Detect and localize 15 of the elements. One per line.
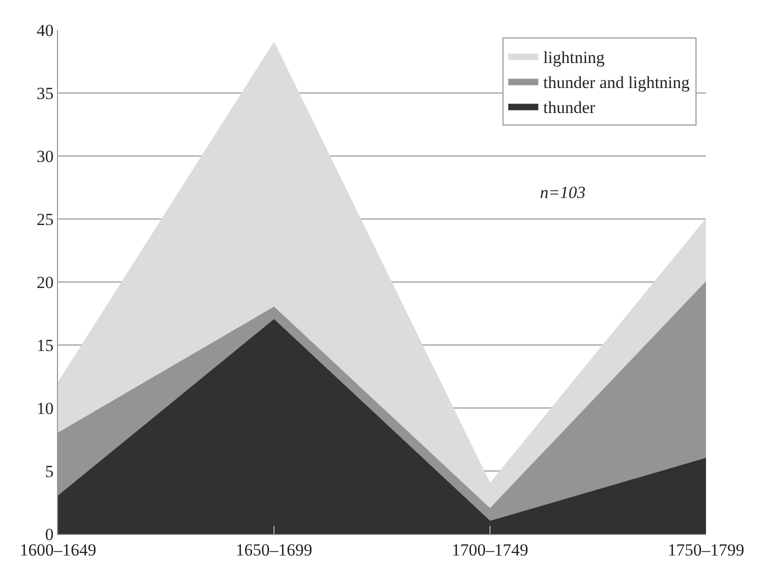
- x-tick-label: 1750–1799: [668, 540, 744, 560]
- annotation: n=103: [540, 183, 586, 202]
- y-tick-label: 25: [36, 210, 54, 229]
- x-tick-label: 1650–1699: [236, 540, 312, 560]
- legend-label: thunder and lightning: [543, 72, 690, 92]
- y-tick-label: 20: [36, 272, 54, 292]
- legend-label: thunder: [543, 98, 596, 117]
- y-tick-label: 30: [36, 146, 54, 166]
- y-tick-label: 5: [45, 462, 54, 481]
- x-tick-label: 1700–1749: [452, 540, 528, 560]
- y-tick-label: 40: [36, 20, 54, 40]
- y-tick-label: 35: [36, 84, 54, 103]
- y-tick-label: 15: [36, 336, 54, 355]
- y-tick-label: 10: [36, 398, 54, 418]
- legend-label: lightning: [543, 48, 606, 67]
